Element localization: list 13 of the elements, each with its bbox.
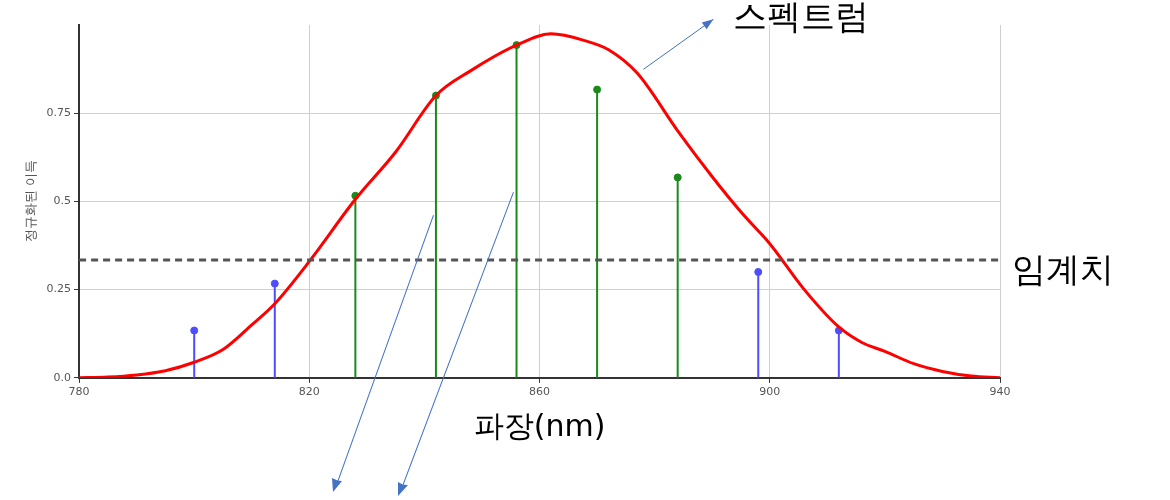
ref-line-label: 임계치 — [1012, 248, 1114, 289]
x-tick-label: 780 — [68, 385, 90, 399]
x-axis-title: 파장(nm) — [473, 407, 606, 443]
annotation: 스펙트럼 — [733, 0, 870, 36]
x-tick-label: 820 — [298, 385, 320, 399]
y-tick-label: 0.5 — [53, 194, 72, 208]
y-tick-label: 0.25 — [46, 282, 72, 296]
y-tick-label: 0.75 — [46, 106, 72, 120]
x-tick-label: 940 — [989, 385, 1011, 399]
x-tick-label: 860 — [529, 385, 551, 399]
y-axis-title: 정규화된 이득 — [23, 160, 39, 243]
y-tick-label: 0.0 — [53, 370, 72, 384]
x-tick-label: 900 — [759, 385, 781, 399]
